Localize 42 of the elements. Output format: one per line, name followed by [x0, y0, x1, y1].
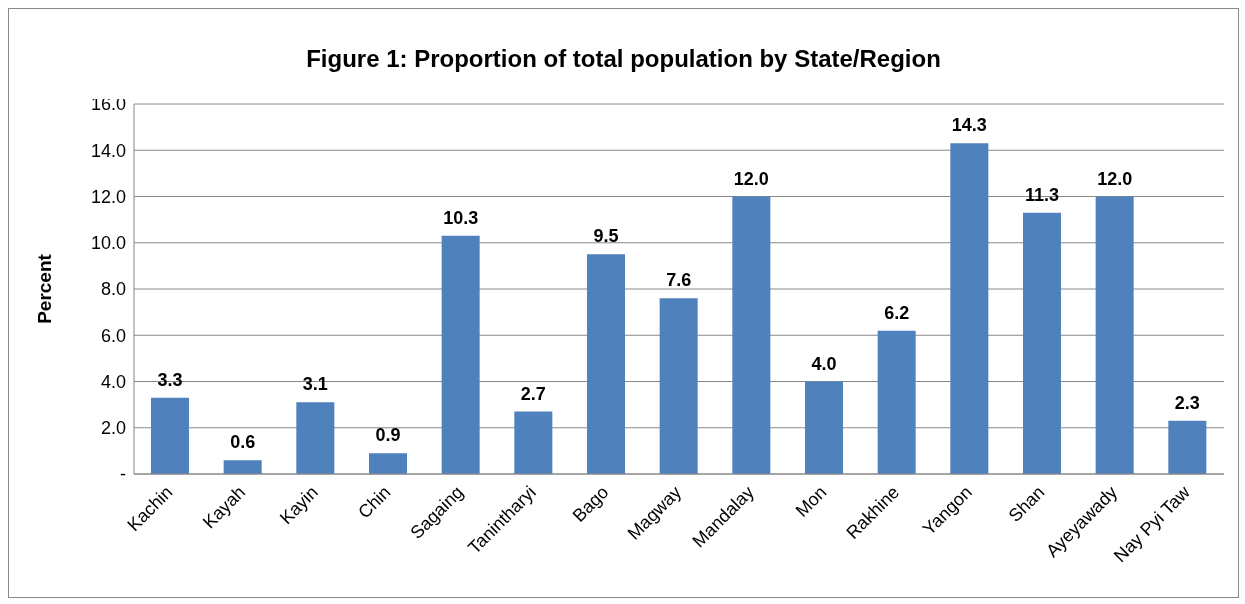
y-tick-label: 14.0: [90, 140, 126, 161]
bar: [441, 235, 480, 474]
y-tick-label: -: [120, 464, 126, 485]
data-label: 7.6: [666, 270, 692, 291]
data-label: 12.0: [1097, 168, 1133, 189]
bar: [805, 381, 843, 474]
data-label: 10.3: [443, 207, 479, 228]
bar: [587, 254, 625, 474]
data-label: 4.0: [811, 353, 837, 374]
data-label: 0.6: [230, 432, 256, 453]
data-label: 14.3: [951, 115, 987, 136]
data-label: 9.5: [593, 226, 619, 247]
chart-title: Figure 1: Proportion of total population by State/Region: [305, 45, 942, 73]
bar: [223, 460, 262, 474]
bar: [732, 196, 771, 474]
data-label: 3.1: [302, 374, 328, 395]
x-tick-label: Chin: [354, 482, 395, 523]
data-label: 11.3: [1024, 184, 1060, 205]
bar: [1095, 196, 1134, 474]
data-label: 0.9: [375, 425, 401, 446]
data-label: 12.0: [733, 168, 769, 189]
y-tick-label: 2.0: [100, 418, 126, 439]
bar: [151, 397, 189, 474]
data-label: 3.3: [157, 369, 183, 390]
y-tick-label: 8.0: [100, 279, 126, 300]
bar: [877, 330, 916, 474]
bar: [659, 298, 698, 474]
bar: [1023, 212, 1061, 474]
data-label: 2.7: [520, 383, 546, 404]
y-tick-label: 6.0: [100, 325, 126, 346]
data-label: 6.2: [884, 302, 910, 323]
x-tick-label: Mon: [791, 482, 831, 521]
y-tick-label: 12.0: [90, 186, 126, 207]
data-label: 2.3: [1174, 392, 1200, 413]
bar: [296, 402, 335, 474]
bar: [369, 453, 407, 474]
y-axis-title: Percent: [33, 253, 55, 324]
y-tick-label: 10.0: [90, 233, 126, 254]
y-tick-label: 4.0: [100, 371, 126, 392]
bar: [1168, 420, 1207, 474]
bar: [950, 143, 989, 474]
bar: [514, 411, 553, 474]
